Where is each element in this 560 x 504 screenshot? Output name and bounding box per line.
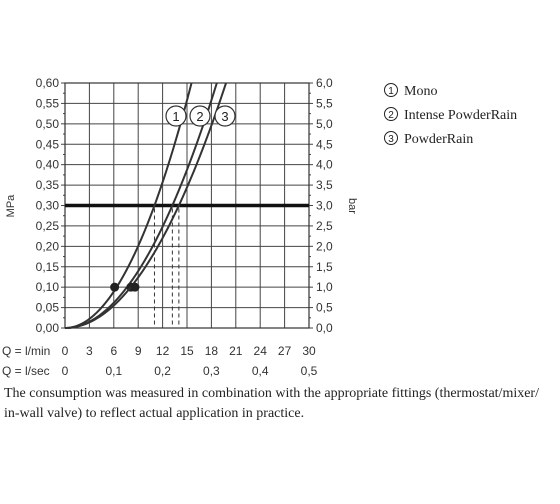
y-tick-label-right: 0,0: [316, 321, 333, 335]
x-tick-label-lmin: 9: [135, 344, 142, 358]
y-tick-label-left: 0,20: [36, 239, 60, 253]
x-tick-label-lmin: 3: [86, 344, 93, 358]
y-tick-label-right: 5,0: [316, 117, 333, 131]
legend-marker-1-text: 1: [388, 86, 394, 97]
chart-curves: 1 2 3: [64, 82, 309, 329]
y-tick-label-right: 0,5: [316, 301, 333, 315]
series-label-circle-2: [189, 105, 211, 127]
y-axis-label-right: bar: [346, 198, 358, 214]
chart-ticks: 0,00 0,00,05 0,50,10 1,00,15 1,50,20 2,00,25 2…: [36, 76, 333, 378]
y-tick-label-right: 3,5: [316, 178, 333, 192]
x-tick-label-lmin: 27: [278, 344, 292, 358]
x-axis-label-lmin: Q = l/min: [2, 344, 50, 358]
y-tick-label-left: 0,60: [36, 76, 60, 90]
caption-line-2: in-wall valve) to reflect actual applica…: [4, 406, 305, 421]
y-tick-label-right: 2,0: [316, 239, 333, 253]
x-tick-label-lmin: 15: [180, 344, 194, 358]
x-tick-label-lsec: 0: [62, 364, 69, 378]
x-tick-label-lmin: 18: [205, 344, 219, 358]
y-tick-label-left: 0,45: [36, 137, 60, 151]
series-label-circle-1: [165, 105, 187, 127]
y-tick-label-left: 0,35: [36, 178, 60, 192]
legend-marker-2: [384, 107, 398, 121]
legend-marker-3-text: 3: [388, 134, 394, 145]
y-tick-label-left: 0,50: [36, 117, 60, 131]
legend-marker-2-text: 2: [388, 110, 394, 121]
y-tick-label-left: 0,30: [36, 199, 60, 213]
legend-label-powderrain: PowderRain: [404, 132, 473, 147]
y-tick-label-left: 0,05: [36, 301, 60, 315]
series-point-3: [130, 282, 140, 292]
y-tick-label-left: 0,00: [36, 321, 60, 335]
y-tick-label-right: 1,0: [316, 280, 333, 294]
legend-item-2: 2 Intense PowderRain: [384, 107, 517, 123]
x-tick-label-lsec: 0,5: [301, 364, 318, 378]
x-tick-label-lmin: 21: [229, 344, 243, 358]
x-tick-label-lmin: 6: [110, 344, 117, 358]
y-tick-label-right: 6,0: [316, 76, 333, 90]
y-tick-label-left: 0,40: [36, 158, 60, 172]
y-tick-label-right: 1,5: [316, 260, 333, 274]
legend-label-mono: Mono: [404, 84, 437, 99]
y-tick-label-right: 4,0: [316, 158, 333, 172]
legend-marker-1: [384, 83, 398, 97]
legend: 1 Mono 2 Intense PowderRain 3 PowderRain: [384, 83, 517, 147]
series-line-1: [64, 82, 193, 329]
legend-label-intense-powderrain: Intense PowderRain: [404, 108, 517, 123]
legend-item-1: 1 Mono: [384, 83, 437, 99]
y-tick-label-left: 0,55: [36, 96, 60, 110]
series-line-3: [64, 82, 227, 329]
series-label-2: 2: [196, 109, 203, 124]
x-tick-label-lsec: 0,4: [252, 364, 269, 378]
y-tick-label-right: 4,5: [316, 137, 333, 151]
series-point-1: [110, 282, 120, 292]
x-tick-label-lsec: 0,3: [203, 364, 220, 378]
caption-line-1: The consumption was measured in combinat…: [4, 386, 539, 401]
x-tick-label-lmin: 12: [156, 344, 170, 358]
x-tick-label-lsec: 0,1: [105, 364, 122, 378]
series-label-3: 3: [221, 109, 228, 124]
y-tick-label-left: 0,15: [36, 260, 60, 274]
series-label-1: 1: [172, 109, 179, 124]
y-axis-label-left: MPa: [5, 194, 17, 218]
x-tick-label-lmin: 0: [62, 344, 69, 358]
series-label-circle-3: [214, 105, 236, 127]
x-tick-label-lsec: 0,2: [154, 364, 171, 378]
legend-marker-3: [384, 131, 398, 145]
y-tick-label-left: 0,25: [36, 219, 60, 233]
y-tick-label-left: 0,10: [36, 280, 60, 294]
caption: The consumption was measured in combinat…: [4, 384, 560, 424]
y-tick-label-right: 5,5: [316, 96, 333, 110]
x-axis-label-lsec: Q = l/sec: [2, 364, 50, 378]
y-tick-label-right: 3,0: [316, 199, 333, 213]
y-tick-label-right: 2,5: [316, 219, 333, 233]
x-tick-label-lmin: 24: [254, 344, 268, 358]
legend-item-3: 3 PowderRain: [384, 131, 473, 147]
x-tick-label-lmin: 30: [302, 344, 316, 358]
